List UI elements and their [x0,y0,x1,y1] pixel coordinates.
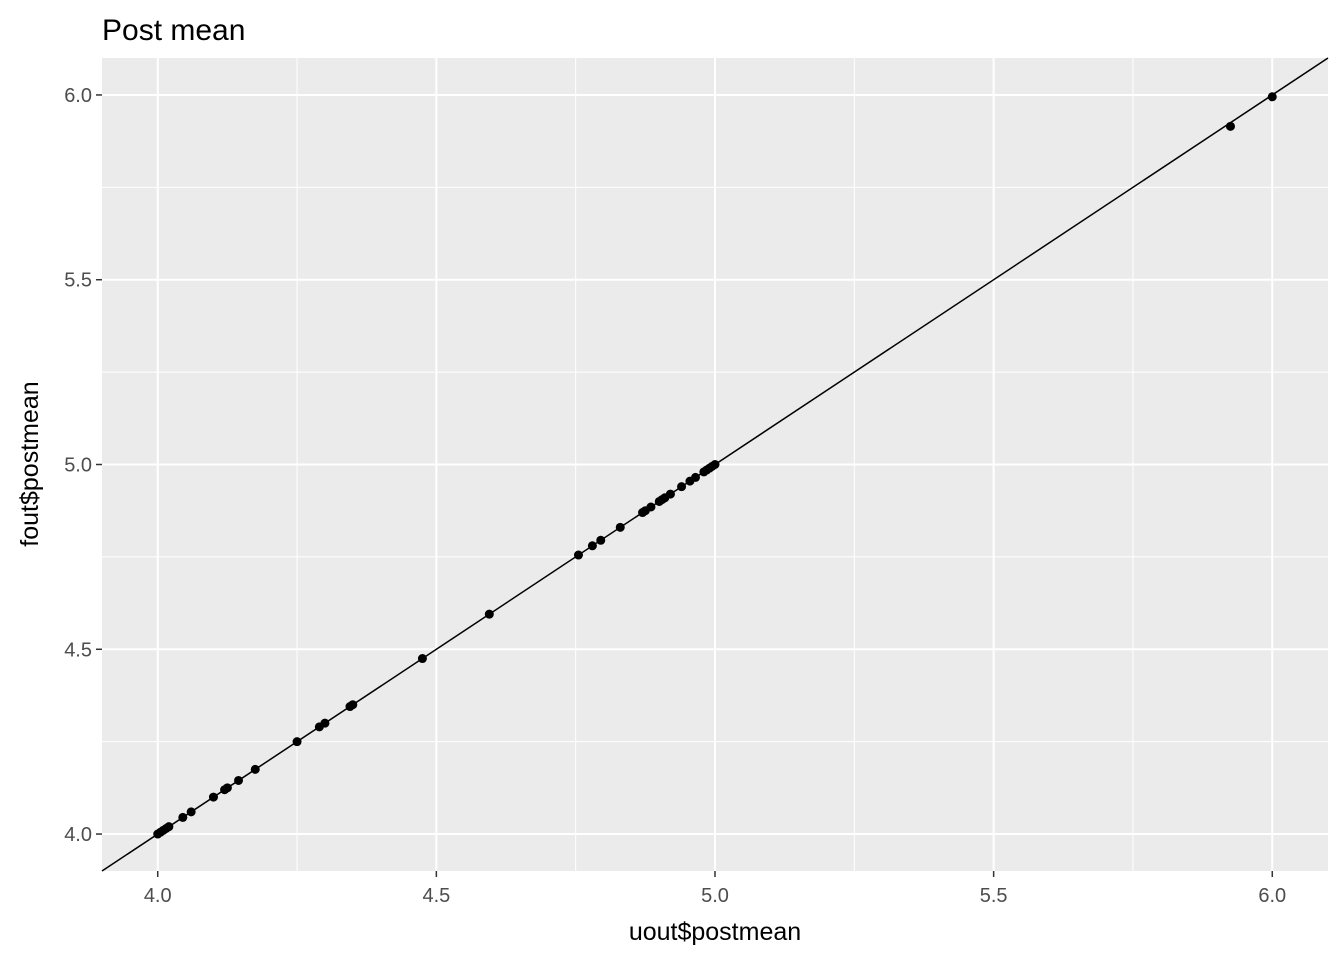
data-point [222,783,232,793]
x-tick-label: 5.0 [701,885,729,907]
x-axis-label: uout$postmean [629,918,801,946]
data-point [1267,92,1277,102]
data-point [320,718,330,728]
data-point [587,541,597,551]
data-point [573,550,583,560]
chart-title: Post mean [102,14,245,47]
y-tick-label: 4.0 [64,824,92,846]
y-axis-ticks: 4.0 4.5 5.0 5.5 6.0 [64,85,102,846]
x-tick-label: 6.0 [1258,885,1286,907]
y-tick-label: 6.0 [64,85,92,107]
y-tick-label: 5.0 [64,455,92,477]
y-tick-label: 4.5 [64,639,92,661]
data-point [710,460,720,469]
x-tick-label: 4.5 [422,885,450,907]
data-point [292,737,302,747]
data-point [164,822,174,832]
data-point [690,472,700,482]
data-point [250,764,260,774]
data-point [665,489,675,499]
data-point [178,812,188,822]
data-point [417,654,427,664]
data-point [186,807,196,817]
y-tick-label: 5.5 [64,270,92,292]
data-point [1225,121,1235,131]
data-point [677,482,687,492]
x-tick-label: 4.0 [144,885,172,907]
data-point [615,522,625,532]
x-tick-label: 5.5 [980,885,1008,907]
data-point [484,609,494,619]
data-point [208,792,218,802]
x-axis-ticks: 4.0 4.5 5.0 5.5 6.0 [144,871,1286,907]
data-point [348,700,358,710]
data-points [153,92,1277,839]
y-axis-label: fout$postmean [16,381,44,546]
data-point [234,775,244,785]
data-point [646,502,656,512]
data-point [596,535,606,545]
